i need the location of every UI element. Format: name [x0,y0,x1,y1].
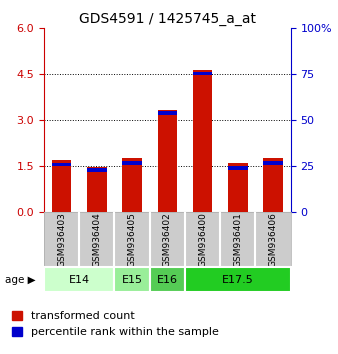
Bar [87,167,106,212]
FancyBboxPatch shape [44,267,115,292]
Legend: transformed count, percentile rank within the sample: transformed count, percentile rank withi… [12,311,219,337]
Text: E14: E14 [69,275,90,285]
FancyBboxPatch shape [115,267,150,292]
Title: GDS4591 / 1425745_a_at: GDS4591 / 1425745_a_at [79,12,256,26]
Bar [193,70,212,212]
Bar [228,163,247,212]
FancyBboxPatch shape [185,267,291,292]
Text: GSM936400: GSM936400 [198,212,207,267]
Bar [122,158,142,212]
Bar [122,161,142,165]
Text: age ▶: age ▶ [5,275,36,285]
Text: GSM936401: GSM936401 [233,212,242,267]
Bar [158,110,177,212]
Bar [193,72,212,75]
Text: GSM936404: GSM936404 [92,212,101,267]
Bar [228,166,247,170]
Bar [52,163,71,166]
Bar [52,160,71,212]
Text: GSM936402: GSM936402 [163,212,172,267]
Text: GSM936403: GSM936403 [57,212,66,267]
Bar [263,161,283,165]
Bar [158,111,177,115]
FancyBboxPatch shape [150,267,185,292]
Text: GSM936405: GSM936405 [127,212,137,267]
Text: E15: E15 [122,275,143,285]
Text: E17.5: E17.5 [222,275,254,285]
Text: GSM936406: GSM936406 [269,212,277,267]
Bar [87,168,106,172]
Text: E16: E16 [157,275,178,285]
Bar [263,158,283,212]
